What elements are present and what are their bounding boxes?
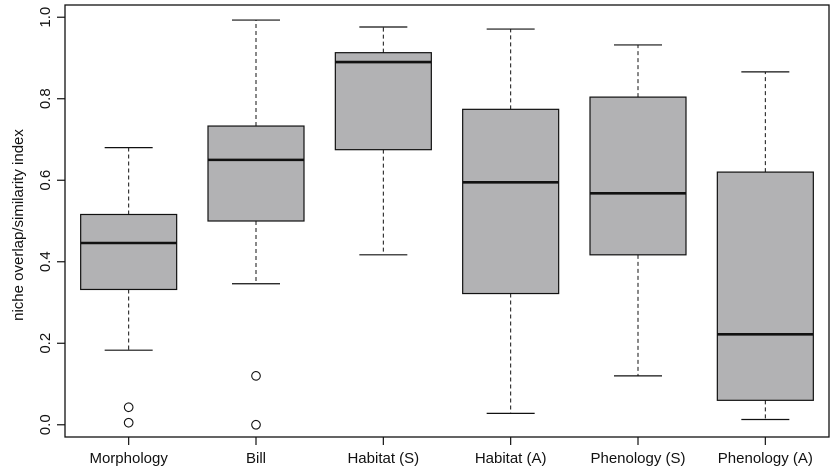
x-tick-label: Phenology (A) (718, 450, 813, 466)
iqr-box (80, 213, 178, 291)
box-group (716, 71, 814, 421)
y-tick-label: 0.4 (37, 251, 54, 272)
y-tick-label: 0.0 (37, 414, 54, 435)
x-tick-label: Bill (246, 450, 266, 466)
box-group (80, 147, 178, 428)
outlier-point (251, 419, 261, 430)
box-group (207, 19, 305, 430)
y-tick-label: 0.8 (37, 88, 54, 109)
x-tick-label: Phenology (S) (590, 450, 685, 466)
iqr-box (462, 108, 560, 295)
iqr-box (589, 96, 687, 256)
box-group (462, 28, 560, 414)
plot-frame-layer (64, 4, 830, 438)
plot-border (64, 4, 830, 438)
x-axis: Morphology Bill Habitat (S) Habitat (A) Phen… (89, 437, 813, 466)
box-group (589, 44, 687, 377)
iqr-box (334, 52, 432, 151)
outlier-point (251, 371, 261, 381)
iqr-box (207, 125, 305, 222)
y-axis-label: niche overlap/similarity index (10, 129, 27, 321)
outlier-point (123, 402, 134, 413)
x-tick-label: Habitat (S) (347, 450, 419, 466)
box-group (334, 26, 432, 256)
iqr-box (716, 171, 814, 401)
y-tick-label: 1.0 (37, 7, 54, 28)
y-axis: 0.0 0.2 0.4 0.6 0.8 1.0 (37, 7, 65, 435)
x-tick-label: Morphology (89, 450, 168, 466)
x-tick-label: Habitat (A) (475, 450, 547, 466)
outlier-point (123, 417, 134, 428)
y-tick-label: 0.6 (37, 170, 54, 191)
y-tick-label: 0.2 (37, 333, 54, 354)
boxes-layer (80, 19, 814, 430)
